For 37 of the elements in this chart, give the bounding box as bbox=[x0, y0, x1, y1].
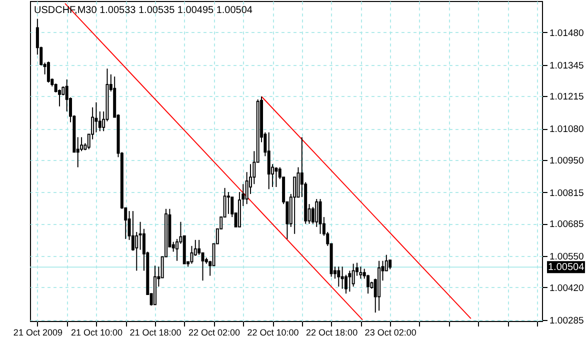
candlestick bbox=[352, 263, 355, 288]
candlestick bbox=[359, 266, 362, 280]
y-tick-label: 1.01080 bbox=[550, 124, 584, 136]
candlestick bbox=[348, 270, 352, 292]
x-tick-label: 21 Oct 2009 bbox=[13, 328, 62, 338]
ref-line-label: 1.00504 bbox=[548, 262, 585, 274]
y-tick-label: 1.00950 bbox=[550, 155, 584, 166]
y-tick-label: 1.01480 bbox=[550, 28, 584, 39]
x-tick-label: 21 Oct 10:00 bbox=[70, 328, 122, 338]
x-tick-label: 21 Oct 18:00 bbox=[130, 328, 182, 338]
x-tick-label: 22 Oct 02:00 bbox=[188, 328, 240, 338]
candlestick bbox=[388, 259, 392, 270]
x-tick-label: 22 Oct 18:00 bbox=[306, 328, 358, 338]
candlestick bbox=[226, 192, 230, 214]
candlestick bbox=[267, 132, 270, 190]
y-tick-label: 1.01345 bbox=[550, 60, 584, 72]
candlestick bbox=[98, 110, 102, 132]
candlestick bbox=[337, 266, 340, 288]
y-tick-label: 1.00285 bbox=[550, 315, 584, 326]
candlestick bbox=[315, 198, 318, 228]
candlestick bbox=[94, 102, 98, 133]
candlestick bbox=[274, 166, 278, 188]
candlestick bbox=[340, 266, 344, 290]
y-tick-label: 1.01215 bbox=[550, 92, 584, 103]
y-tick-label: 1.00550 bbox=[550, 252, 584, 263]
candlestick bbox=[138, 221, 142, 250]
y-tick-label: 1.00815 bbox=[550, 188, 584, 199]
candlestick bbox=[135, 231, 138, 272]
candlestick bbox=[384, 254, 388, 272]
candlestick bbox=[318, 198, 322, 234]
x-tick-label: 22 Oct 10:00 bbox=[247, 328, 299, 338]
x-tick-label: 23 Oct 02:00 bbox=[364, 328, 416, 338]
y-tick-label: 1.00420 bbox=[550, 282, 584, 294]
candlestick bbox=[293, 176, 296, 234]
candlestick bbox=[46, 61, 50, 84]
y-tick-label: 1.00685 bbox=[550, 219, 584, 230]
candlestick bbox=[190, 245, 194, 264]
